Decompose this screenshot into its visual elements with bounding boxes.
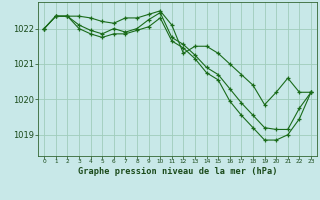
X-axis label: Graphe pression niveau de la mer (hPa): Graphe pression niveau de la mer (hPa) (78, 167, 277, 176)
